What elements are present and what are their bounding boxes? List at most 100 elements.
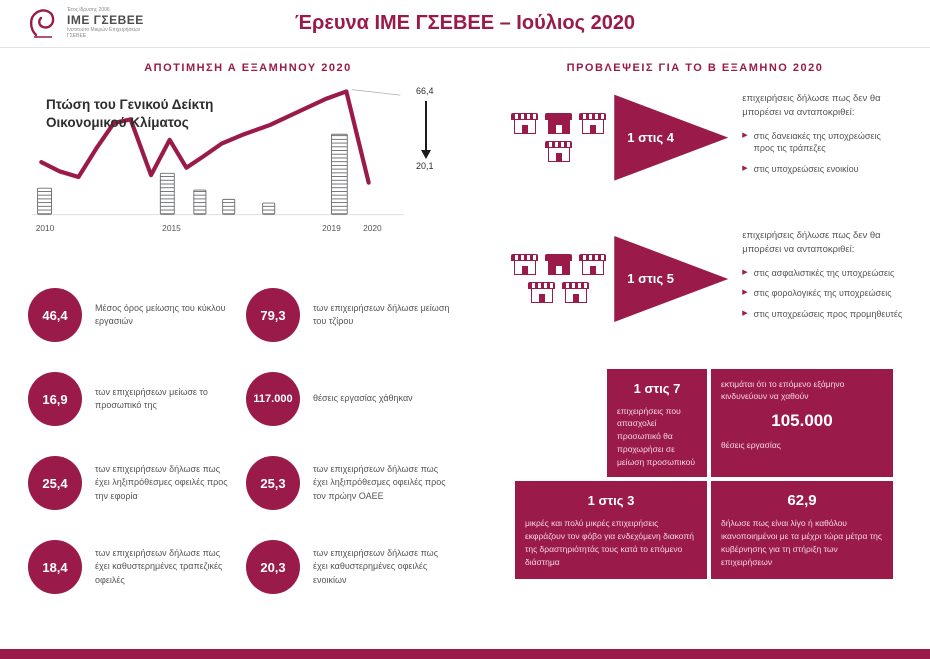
bullet-text: στις υποχρεώσεις προς προμηθευτές xyxy=(753,309,903,320)
stat-label: των επιχειρήσεων μείωσε το προσωπικό της xyxy=(95,386,208,410)
logo-est: Έτος ίδρυσης 2006 xyxy=(67,6,110,13)
box-satisfaction: 62,9 δήλωσε πως είναι λίγο ή καθόλου ικα… xyxy=(711,481,893,580)
header: Έτος ίδρυσης 2006 ΙΜΕ ΓΣΕΒΕΕ Ινστιτούτο … xyxy=(0,0,930,48)
footer-bar xyxy=(0,649,930,659)
stat-turnover-avg: 46,4 Μέσος όρος μείωσης του κύκλου εργασ… xyxy=(28,288,240,342)
stat-jobs-lost: 117.000 θέσεις εργασίας χάθηκαν xyxy=(246,372,458,426)
stat-label: των επιχειρήσεων δήλωσε πως έχει ληξιπρό… xyxy=(95,464,228,501)
logo-mark-icon xyxy=(29,9,55,38)
storefront-icon xyxy=(511,254,539,276)
annotation-peak-value: 66,4 xyxy=(416,86,434,96)
bullet-triangle-icon: ▶ xyxy=(742,131,748,139)
stat-circle: 25,4 xyxy=(28,456,82,510)
forecast-bullet: ▶ στις υποχρεώσεις ενοικίου xyxy=(742,163,905,176)
box-intro: εκτιμάται ότι το επόμενο εξάμηνο κινδυνε… xyxy=(721,378,845,402)
box-ratio: 1 στις 3 xyxy=(587,493,635,509)
box-value: 105.000 xyxy=(771,411,833,431)
bullet-text: στις φορολογικές της υποχρεώσεις xyxy=(753,288,892,299)
x-tick-2015: 2015 xyxy=(162,223,181,233)
chart-annotation: 66,4 20,1 xyxy=(416,86,458,171)
forecast-bullet: ▶ στις υποχρεώσεις προς προμηθευτές xyxy=(742,308,905,321)
forecast-section-title: ΠΡΟΒΛΕΨΕΙΣ ΓΙΑ ΤΟ Β ΕΞΑΜΗΝΟ 2020 xyxy=(566,62,824,74)
stats-grid: 46,4 Μέσος όρος μείωσης του κύκλου εργασ… xyxy=(28,288,468,594)
stat-label: θέσεις εργασίας χάθηκαν xyxy=(313,393,413,404)
x-tick-2010: 2010 xyxy=(36,223,55,233)
forecast-intro: επιχειρήσεις δήλωσε πως δεν θα μπορέσει … xyxy=(742,93,881,118)
forecast-boxes: 1 στις 7 επιχειρήσεις που απασχολεί προσ… xyxy=(515,368,905,580)
forecast-text: επιχειρήσεις δήλωσε πως δεν θα μπορέσει … xyxy=(742,229,905,328)
storefront-icon xyxy=(511,113,539,135)
stat-turnover-decline: 79,3 των επιχειρήσεων δήλωσε μείωση του … xyxy=(246,288,458,342)
storefront-icon xyxy=(545,141,573,163)
stat-circle: 20,3 xyxy=(246,540,300,594)
ratio-arrow-icon: 1 στις 4 xyxy=(614,94,729,181)
storefront-icon xyxy=(562,282,590,304)
ratio-label: 1 στις 5 xyxy=(627,271,675,287)
stat-tax-arrears: 25,4 των επιχειρήσεων δήλωσε πως έχει λη… xyxy=(28,456,240,510)
box-ratio: 1 στις 7 xyxy=(633,380,681,396)
down-arrow-icon xyxy=(421,101,431,159)
stat-oaee-arrears: 25,3 των επιχειρήσεων δήλωσε πως έχει λη… xyxy=(246,456,458,510)
forecast-text: επιχειρήσεις δήλωσε πως δεν θα μπορέσει … xyxy=(742,92,905,183)
box-staff-reduction: 1 στις 7 επιχειρήσεις που απασχολεί προσ… xyxy=(607,368,707,478)
box-text: μικρές και πολύ μικρές επιχειρήσεις εκφρ… xyxy=(525,518,694,567)
forecast-intro: επιχειρήσεις δήλωσε πως δεν θα μπορέσει … xyxy=(742,230,881,256)
forecast-section: ΠΡΟΒΛΕΨΕΙΣ ΓΙΑ ΤΟ Β ΕΞΑΜΗΝΟ 2020 1 στις … xyxy=(485,48,905,580)
x-tick-labels: 2010 2015 2019 2020 xyxy=(36,223,382,233)
storefront-icon xyxy=(579,113,607,135)
stat-circle: 79,3 xyxy=(246,288,300,342)
stat-label: των επιχειρήσεων δήλωσε μείωση του τζίρο… xyxy=(313,302,450,326)
box-text: δήλωσε πως είναι λίγο ή καθόλου ικανοποι… xyxy=(721,518,882,567)
storefront-icon-filled xyxy=(545,113,573,135)
logo-name: ΙΜΕ ΓΣΕΒΕΕ xyxy=(67,12,144,27)
assessment-section: ΑΠΟΤΙΜΗΣΗ Α ΕΞΑΜΗΝΟΥ 2020 xyxy=(28,48,468,594)
economic-climate-chart: 2010 2015 2019 2020 Πτώση του Γενικού Δε… xyxy=(28,78,468,270)
x-tick-2020: 2020 xyxy=(363,223,382,233)
stat-label: των επιχειρήσεων δήλωσε πως έχει ληξιπρό… xyxy=(313,464,446,501)
box-text: επιχειρήσεις που απασχολεί προσωπικό θα … xyxy=(617,405,696,467)
stat-staff-reduction: 16,9 των επιχειρήσεων μείωσε το προσωπικ… xyxy=(28,372,240,426)
ime-gsevee-logo: Έτος ίδρυσης 2006 ΙΜΕ ΓΣΕΒΕΕ Ινστιτούτο … xyxy=(26,5,157,41)
box-closure-fear: 1 στις 3 μικρές και πολύ μικρές επιχειρή… xyxy=(515,481,707,580)
assessment-section-title: ΑΠΟΤΙΜΗΣΗ Α ΕΞΑΜΗΝΟΥ 2020 xyxy=(144,62,352,74)
annotation-drop-value: 20,1 xyxy=(416,161,434,171)
x-tick-2019: 2019 xyxy=(322,223,341,233)
forecast-bullet: ▶ στις ασφαλιστικές της υποχρεώσεις xyxy=(742,267,905,280)
box-jobs-at-risk: εκτιμάται ότι το επόμενο εξάμηνο κινδυνε… xyxy=(711,368,893,478)
bullet-text: στις δανειακές της υποχρεώσεις προς τις … xyxy=(753,130,881,154)
logo-text: Έτος ίδρυσης 2006 ΙΜΕ ΓΣΕΒΕΕ Ινστιτούτο … xyxy=(67,7,157,39)
forecast-bullet: ▶ στις δανειακές της υποχρεώσεις προς τι… xyxy=(742,130,905,155)
storefront-group xyxy=(509,113,608,163)
page-title: Έρευνα ΙΜΕ ΓΣΕΒΕΕ – Ιούλιος 2020 xyxy=(294,12,636,34)
coin-stacks xyxy=(37,133,348,215)
annotation-leader-line xyxy=(351,89,401,96)
stat-label: των επιχειρήσεων δήλωσε πως έχει καθυστε… xyxy=(313,548,439,585)
stat-bank-arrears: 18,4 των επιχειρήσεων δήλωσε πως έχει κα… xyxy=(28,540,240,594)
stat-circle: 25,3 xyxy=(246,456,300,510)
forecast-group-1-in-4: 1 στις 4 επιχειρήσεις δήλωσε πως δεν θα … xyxy=(509,92,905,183)
stat-circle: 18,4 xyxy=(28,540,82,594)
storefront-icon xyxy=(528,282,556,304)
stat-circle: 16,9 xyxy=(28,372,82,426)
chart-title: Πτώση του Γενικού Δείκτη Οικονομικού Κλί… xyxy=(46,97,214,130)
bullet-text: στις ασφαλιστικές της υποχρεώσεις xyxy=(753,267,895,278)
bullet-text: στις υποχρεώσεις ενοικίου xyxy=(753,163,859,174)
line-chart: 2010 2015 2019 2020 xyxy=(32,89,404,233)
ratio-arrow-icon: 1 στις 5 xyxy=(614,235,729,322)
climate-index-line xyxy=(39,89,371,185)
stat-rent-arrears: 20,3 των επιχειρήσεων δήλωσε πως έχει κα… xyxy=(246,540,458,594)
stat-label: των επιχειρήσεων δήλωσε πως έχει καθυστε… xyxy=(95,548,223,585)
bullet-triangle-icon: ▶ xyxy=(742,310,748,318)
logo-tagline: Ινστιτούτο Μικρών Επιχειρήσεων ΓΣΕΒΕΕ xyxy=(67,27,141,40)
forecast-bullet: ▶ στις φορολογικές της υποχρεώσεις xyxy=(742,287,905,300)
box-value: 62,9 xyxy=(787,492,817,510)
bullet-triangle-icon: ▶ xyxy=(742,289,748,297)
storefront-group xyxy=(509,254,608,304)
stat-circle: 117.000 xyxy=(246,372,300,426)
forecast-group-1-in-5: 1 στις 5 επιχειρήσεις δήλωσε πως δεν θα … xyxy=(509,229,905,328)
box-suffix: θέσεις εργασίας xyxy=(721,440,781,451)
storefront-icon-filled xyxy=(545,254,573,276)
ratio-label: 1 στις 4 xyxy=(627,130,675,146)
stat-circle: 46,4 xyxy=(28,288,82,342)
